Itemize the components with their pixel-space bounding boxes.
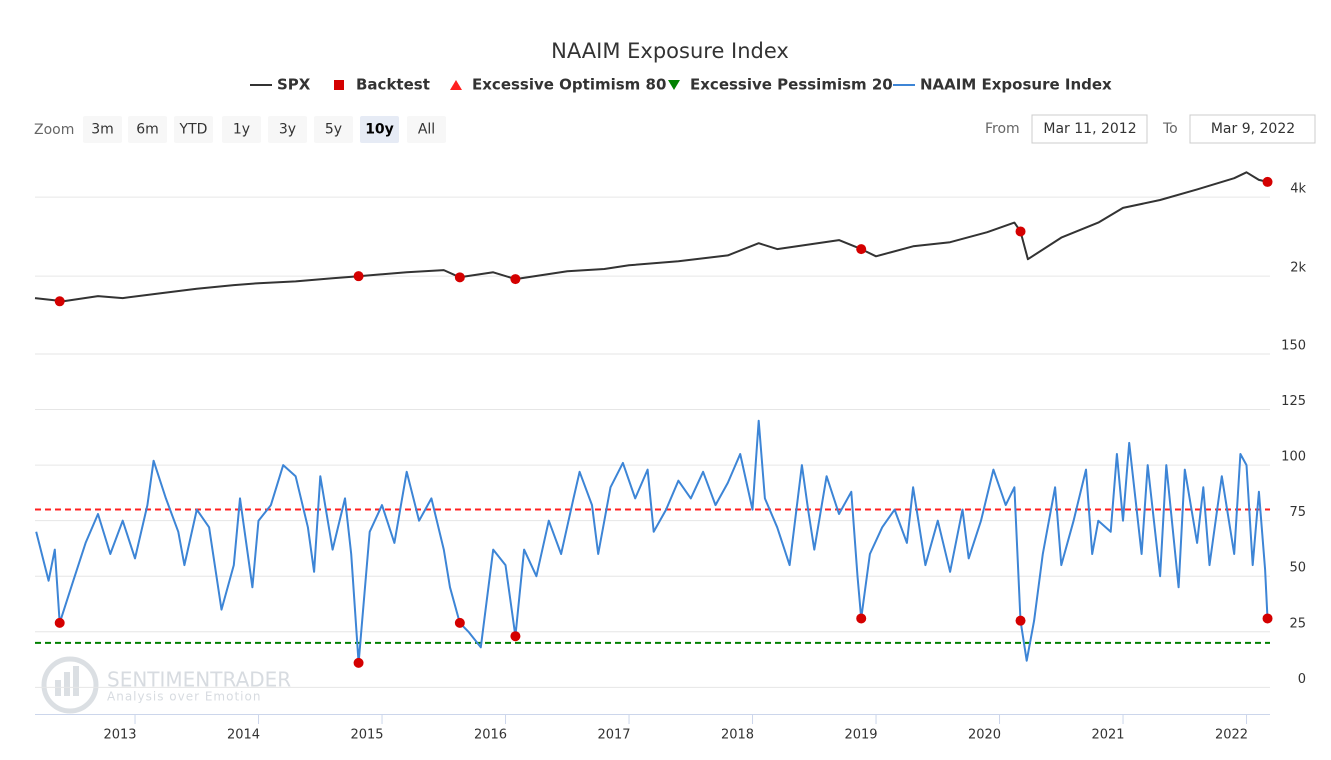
backtest-marker [510,631,521,642]
y-tick-label: 2k [1290,261,1306,276]
legend-symbol [450,80,462,90]
zoom-button-label[interactable]: 6m [136,122,159,138]
x-tick-label: 2013 [103,728,136,743]
y-tick-label: 75 [1289,505,1306,520]
backtest-marker [54,617,65,628]
y-tick-label: 50 [1289,561,1306,576]
y-tick-label: 100 [1281,450,1306,465]
legend-symbol [334,80,344,90]
backtest-marker [454,617,465,628]
from-value[interactable]: Mar 11, 2012 [1043,121,1136,137]
watermark: SENTIMENTRADER Analysis over Emotion [41,656,291,714]
legend-label: SPX [277,76,311,94]
backtest-marker [856,244,867,255]
zoom-button-label[interactable]: 1y [233,122,250,138]
x-tick-label: 2016 [474,728,507,743]
zoom-button[interactable] [407,116,446,143]
y-tick-label: 125 [1281,394,1306,409]
backtest-marker [856,613,867,624]
series-line [35,419,1269,664]
chart-title: NAAIM Exposure Index [551,39,789,63]
zoom-button[interactable] [268,116,307,143]
x-tick-label: 2018 [721,728,754,743]
to-label: To [1162,121,1178,137]
x-tick-label: 2014 [227,728,260,743]
watermark-icon [64,672,70,696]
x-tick-label: 2021 [1091,728,1124,743]
y-tick-label: 0 [1298,672,1306,687]
backtest-marker [1015,615,1026,626]
backtest-marker [510,274,521,285]
zoom-button-label[interactable]: 3m [91,122,114,138]
watermark-icon [55,680,61,696]
zoom-label: Zoom [34,122,74,138]
backtest-marker [1015,226,1026,237]
y-tick-label: 4k [1290,182,1306,197]
backtest-marker [353,271,364,282]
zoom-button[interactable] [174,116,213,143]
zoom-button-label[interactable]: 3y [279,122,296,138]
x-tick-label: 2017 [597,728,630,743]
zoom-button-label[interactable]: All [418,122,435,138]
legend-label: Backtest [356,76,430,94]
x-tick-label: 2020 [968,728,1001,743]
zoom-button-label[interactable]: 5y [325,122,342,138]
series-line [34,171,1268,303]
from-label: From [985,121,1020,137]
to-value[interactable]: Mar 9, 2022 [1211,121,1295,137]
legend-label: Excessive Optimism 80 [472,76,666,94]
zoom-button-label[interactable]: 10y [365,122,394,138]
legend-label: Excessive Pessimism 20 [690,76,893,94]
x-tick-label: 2019 [844,728,877,743]
backtest-marker [1262,613,1273,624]
zoom-button[interactable] [314,116,353,143]
zoom-button[interactable] [360,116,399,143]
zoom-button-label[interactable]: YTD [179,122,208,138]
watermark-tagline: Analysis over Emotion [107,690,261,704]
backtest-marker [1262,176,1273,187]
y-tick-label: 150 [1281,339,1306,354]
x-tick-label: 2022 [1215,728,1248,743]
zoom-button[interactable] [222,116,261,143]
backtest-marker [54,296,65,307]
legend-label: NAAIM Exposure Index [920,76,1112,94]
zoom-button[interactable] [128,116,167,143]
watermark-brand: SENTIMENTRADER [107,668,291,692]
legend-symbol [668,80,680,90]
zoom-button[interactable] [83,116,122,143]
watermark-icon [41,656,99,714]
y-tick-label: 25 [1289,616,1306,631]
backtest-marker [353,657,364,668]
x-tick-label: 2015 [350,728,383,743]
from-input[interactable] [1031,114,1148,144]
watermark-icon [73,666,79,696]
backtest-marker [454,272,465,283]
to-input[interactable] [1189,114,1316,144]
